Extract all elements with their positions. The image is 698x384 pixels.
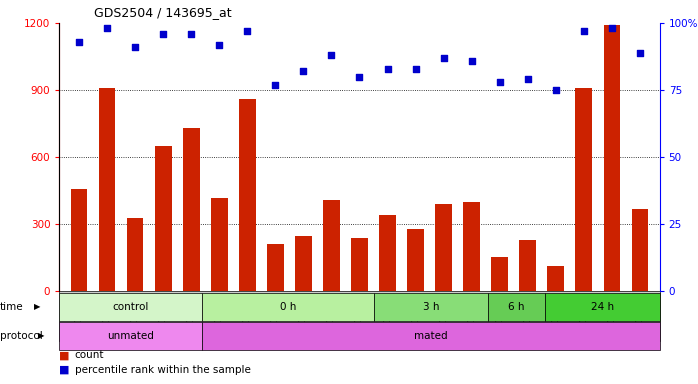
- Text: control: control: [112, 302, 149, 312]
- Point: [354, 74, 365, 80]
- Bar: [239, 99, 255, 291]
- Bar: [575, 88, 593, 291]
- Point: [326, 52, 337, 58]
- Bar: [632, 209, 648, 291]
- Point: [242, 28, 253, 34]
- Text: 24 h: 24 h: [591, 302, 614, 312]
- Bar: [463, 202, 480, 291]
- Point: [410, 66, 421, 72]
- Text: 3 h: 3 h: [423, 302, 439, 312]
- Bar: [70, 189, 87, 291]
- Point: [607, 25, 618, 31]
- Bar: [436, 204, 452, 291]
- Point: [522, 76, 533, 83]
- Point: [494, 79, 505, 85]
- Bar: [407, 229, 424, 291]
- Point: [298, 68, 309, 74]
- Text: 0 h: 0 h: [280, 302, 296, 312]
- Point: [214, 41, 225, 48]
- Point: [382, 66, 393, 72]
- Bar: [267, 245, 283, 291]
- Bar: [604, 25, 621, 291]
- Text: ▶: ▶: [34, 302, 40, 311]
- Point: [438, 55, 450, 61]
- Bar: [323, 200, 340, 291]
- Bar: [98, 88, 115, 291]
- Text: percentile rank within the sample: percentile rank within the sample: [75, 365, 251, 375]
- Bar: [295, 235, 312, 291]
- Bar: [126, 218, 144, 291]
- Point: [158, 31, 169, 37]
- Text: time: time: [0, 302, 24, 312]
- Bar: [183, 128, 200, 291]
- Bar: [379, 215, 396, 291]
- Text: ■: ■: [59, 365, 70, 375]
- Bar: [155, 146, 172, 291]
- Point: [269, 82, 281, 88]
- Bar: [491, 257, 508, 291]
- Bar: [211, 197, 228, 291]
- Bar: [519, 240, 536, 291]
- Point: [634, 50, 646, 56]
- Point: [550, 87, 561, 93]
- Text: unmated: unmated: [107, 331, 154, 341]
- Point: [130, 44, 141, 50]
- Text: 6 h: 6 h: [508, 302, 525, 312]
- Point: [466, 58, 477, 64]
- Text: protocol: protocol: [0, 331, 43, 341]
- Point: [101, 25, 112, 31]
- Point: [73, 39, 84, 45]
- Text: ■: ■: [59, 350, 70, 360]
- Point: [578, 28, 589, 34]
- Text: count: count: [75, 350, 104, 360]
- Text: GDS2504 / 143695_at: GDS2504 / 143695_at: [94, 6, 232, 19]
- Bar: [351, 238, 368, 291]
- Point: [186, 31, 197, 37]
- Text: ▶: ▶: [38, 331, 44, 341]
- Text: mated: mated: [414, 331, 447, 341]
- Bar: [547, 266, 564, 291]
